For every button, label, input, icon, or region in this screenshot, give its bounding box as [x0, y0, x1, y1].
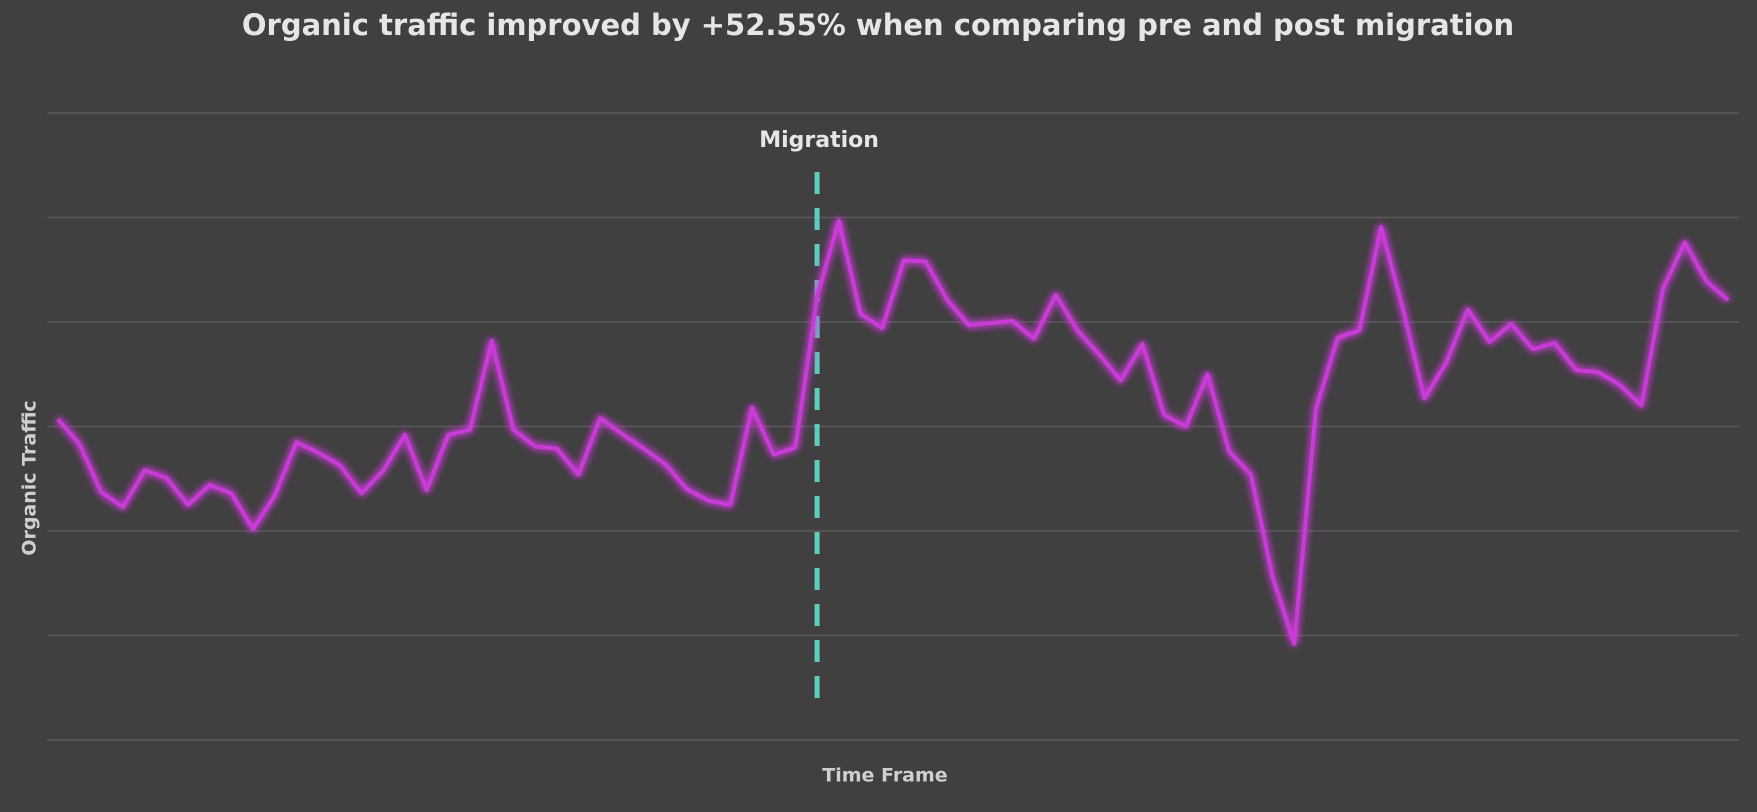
- chart-title: Organic traffic improved by +52.55% when…: [242, 8, 1514, 42]
- annotation-label: Migration: [759, 128, 879, 153]
- line: [56, 218, 1730, 646]
- x-axis-label: Time Frame: [822, 765, 947, 787]
- y-axis-label: Organic Traffic: [19, 400, 41, 555]
